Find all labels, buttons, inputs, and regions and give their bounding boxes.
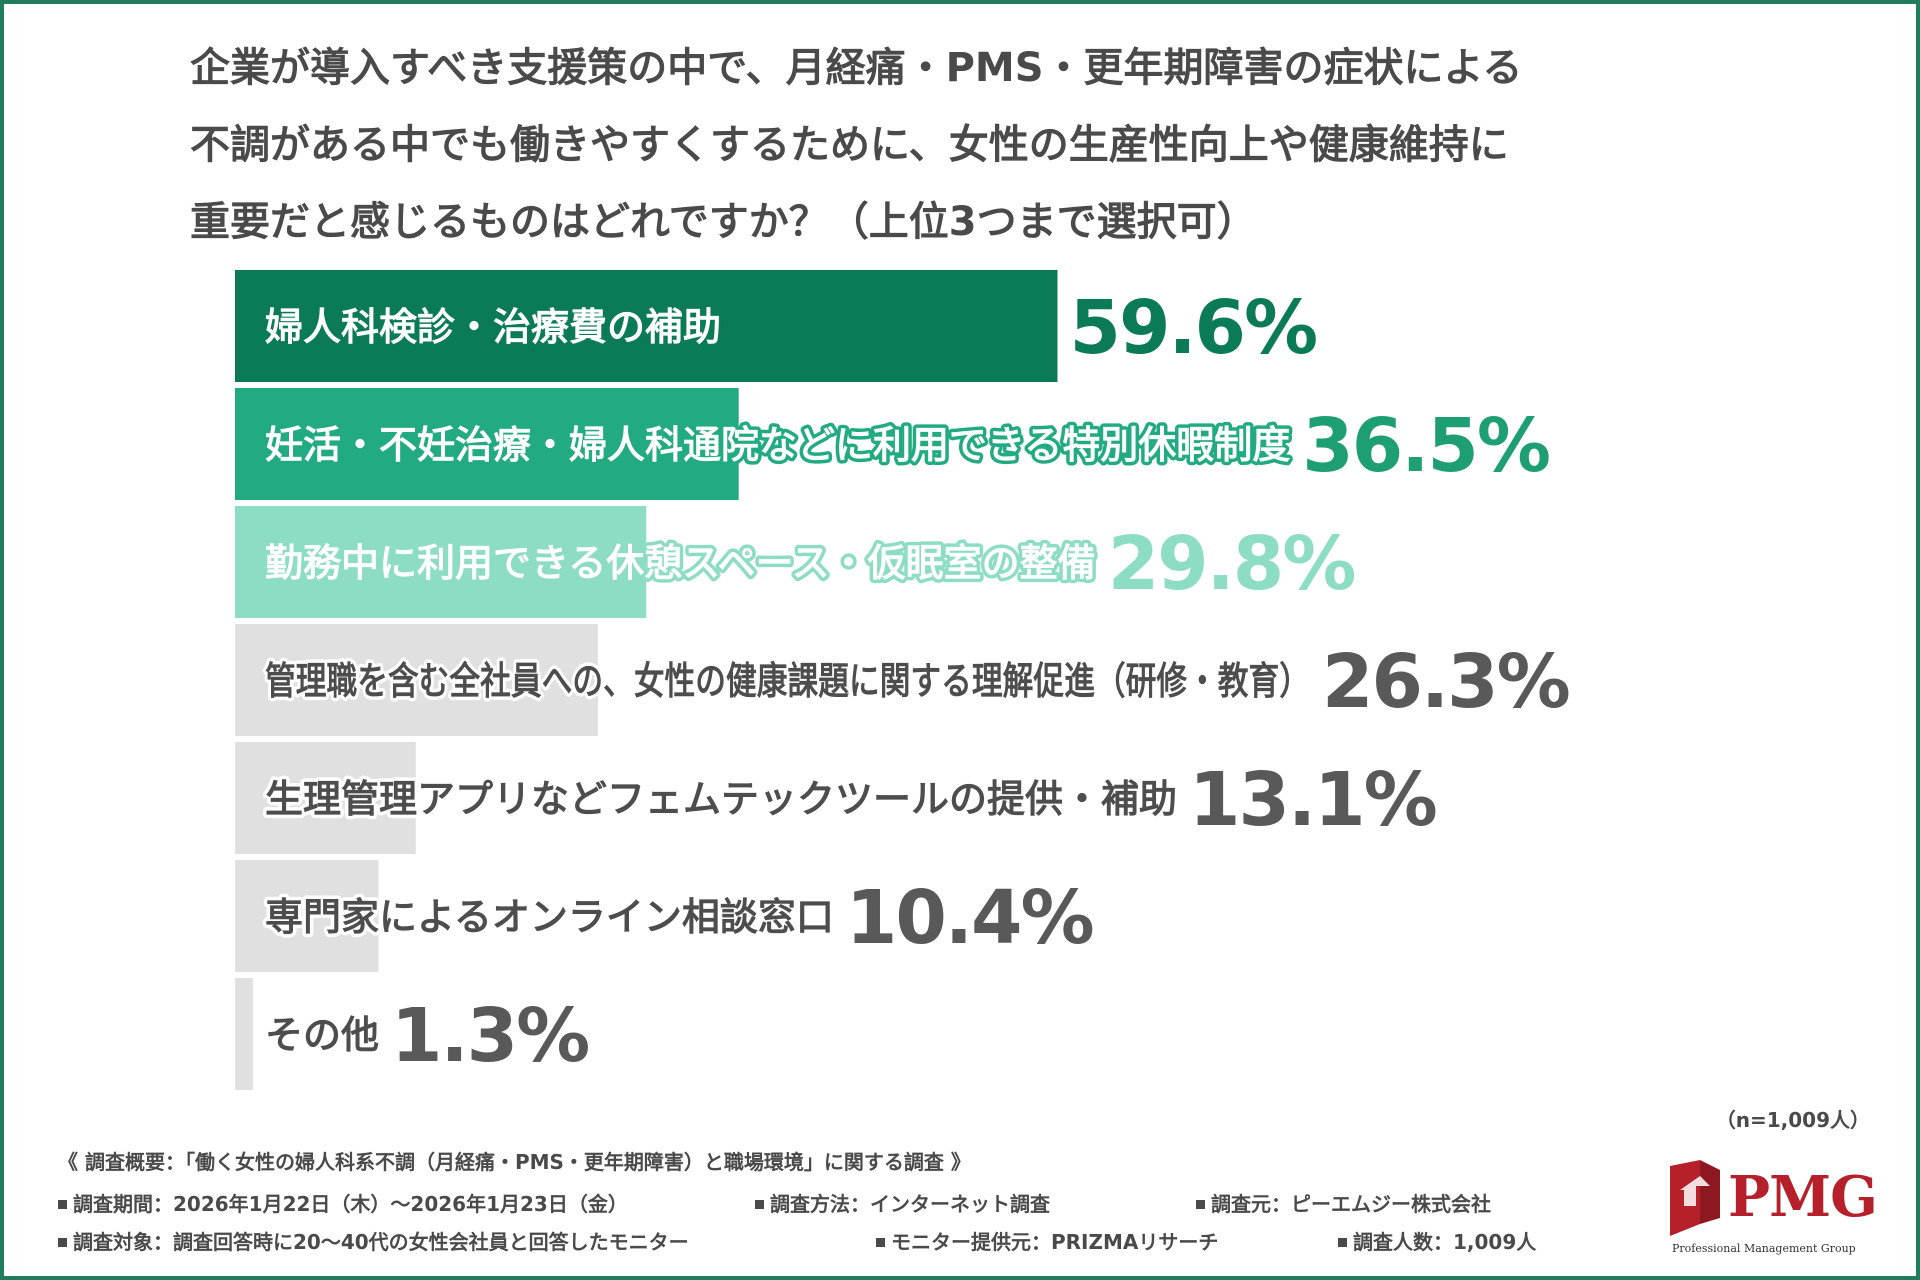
category-label-3: 勤務中に利用できる休憩スペース・仮眠室の整備 (265, 541, 1096, 585)
company-logo: PMG Professional Management Group (1670, 1158, 1885, 1264)
survey-heading: 《 調査概要：「働く女性の婦人科系不調（月経痛・PMS・更年期障害）と職場環境」… (58, 1150, 971, 1174)
value-label-3: 29.8% (1108, 521, 1355, 607)
bar-2 (235, 388, 739, 500)
survey-organizer: 調査元：ピーエムジー株式会社 (1196, 1188, 1491, 1217)
survey-target-text: 調査対象：調査回答時に20～40代の女性会社員と回答したモニター (73, 1230, 689, 1254)
bullet-square (58, 1238, 67, 1247)
logo-tagline: Professional Management Group (1672, 1242, 1856, 1255)
category-label-7: その他 (265, 1013, 379, 1057)
bullet-square (755, 1200, 764, 1209)
survey-provider-text: モニター提供元：PRIZMAリサーチ (891, 1230, 1219, 1254)
bar-1 (235, 270, 1058, 382)
value-label-2: 36.5% (1302, 403, 1549, 489)
survey-method-text: 調査方法：インターネット調査 (770, 1192, 1050, 1216)
logo-mark-icon (1670, 1160, 1720, 1236)
survey-provider: モニター提供元：PRIZMAリサーチ (876, 1226, 1218, 1255)
category-label-6: 専門家によるオンライン相談窓口 (265, 895, 834, 939)
sample-size-note: （n=1,009人） (1715, 1108, 1870, 1132)
bar-4 (235, 624, 598, 736)
title-line-3: 重要だと感じるものはどれですか？（上位3つまで選択可） (190, 199, 1257, 245)
title-line-1: 企業が導入すべき支援策の中で、月経痛・PMS・更年期障害の症状による (190, 45, 1523, 91)
survey-target: 調査対象：調査回答時に20～40代の女性会社員と回答したモニター (58, 1226, 689, 1255)
value-label-5: 13.1% (1189, 757, 1436, 843)
value-label-7: 1.3% (391, 993, 588, 1079)
bullet-square (58, 1200, 67, 1209)
value-label-1: 59.6% (1069, 285, 1316, 371)
category-label-1: 婦人科検診・治療費の補助 (265, 305, 721, 349)
bullet-square (1338, 1238, 1347, 1247)
chart-title: 企業が導入すべき支援策の中で、月経痛・PMS・更年期障害の症状による 不調がある… (190, 30, 1830, 261)
survey-organizer-text: 調査元：ピーエムジー株式会社 (1211, 1192, 1491, 1216)
value-label-4: 26.3% (1322, 639, 1569, 725)
category-label-2: 妊活・不妊治療・婦人科通院などに利用できる特別休暇制度 (265, 423, 1290, 467)
survey-period: 調査期間：2026年1月22日（木）～2026年1月23日（金） (58, 1188, 628, 1217)
logo-wordmark: PMG (1728, 1164, 1878, 1230)
survey-respondents-text: 調査人数：1,009人 (1353, 1230, 1537, 1254)
bullet-square (876, 1238, 885, 1247)
bar-7 (235, 978, 253, 1090)
title-line-2: 不調がある中でも働きやすくするために、女性の生産性向上や健康維持に (190, 122, 1509, 168)
bar-6 (235, 860, 379, 972)
survey-method: 調査方法：インターネット調査 (755, 1188, 1050, 1217)
value-label-6: 10.4% (846, 875, 1093, 961)
bar-5 (235, 742, 416, 854)
bar-3 (235, 506, 647, 618)
category-label-5: 生理管理アプリなどフェムテックツールの提供・補助 (265, 777, 1177, 821)
survey-period-text: 調査期間：2026年1月22日（木）～2026年1月23日（金） (73, 1192, 628, 1216)
category-label-4: 管理職を含む全社員への、女性の健康課題に関する理解促進（研修・教育） (265, 659, 1310, 703)
survey-respondents: 調査人数：1,009人 (1338, 1226, 1536, 1255)
bullet-square (1196, 1200, 1205, 1209)
